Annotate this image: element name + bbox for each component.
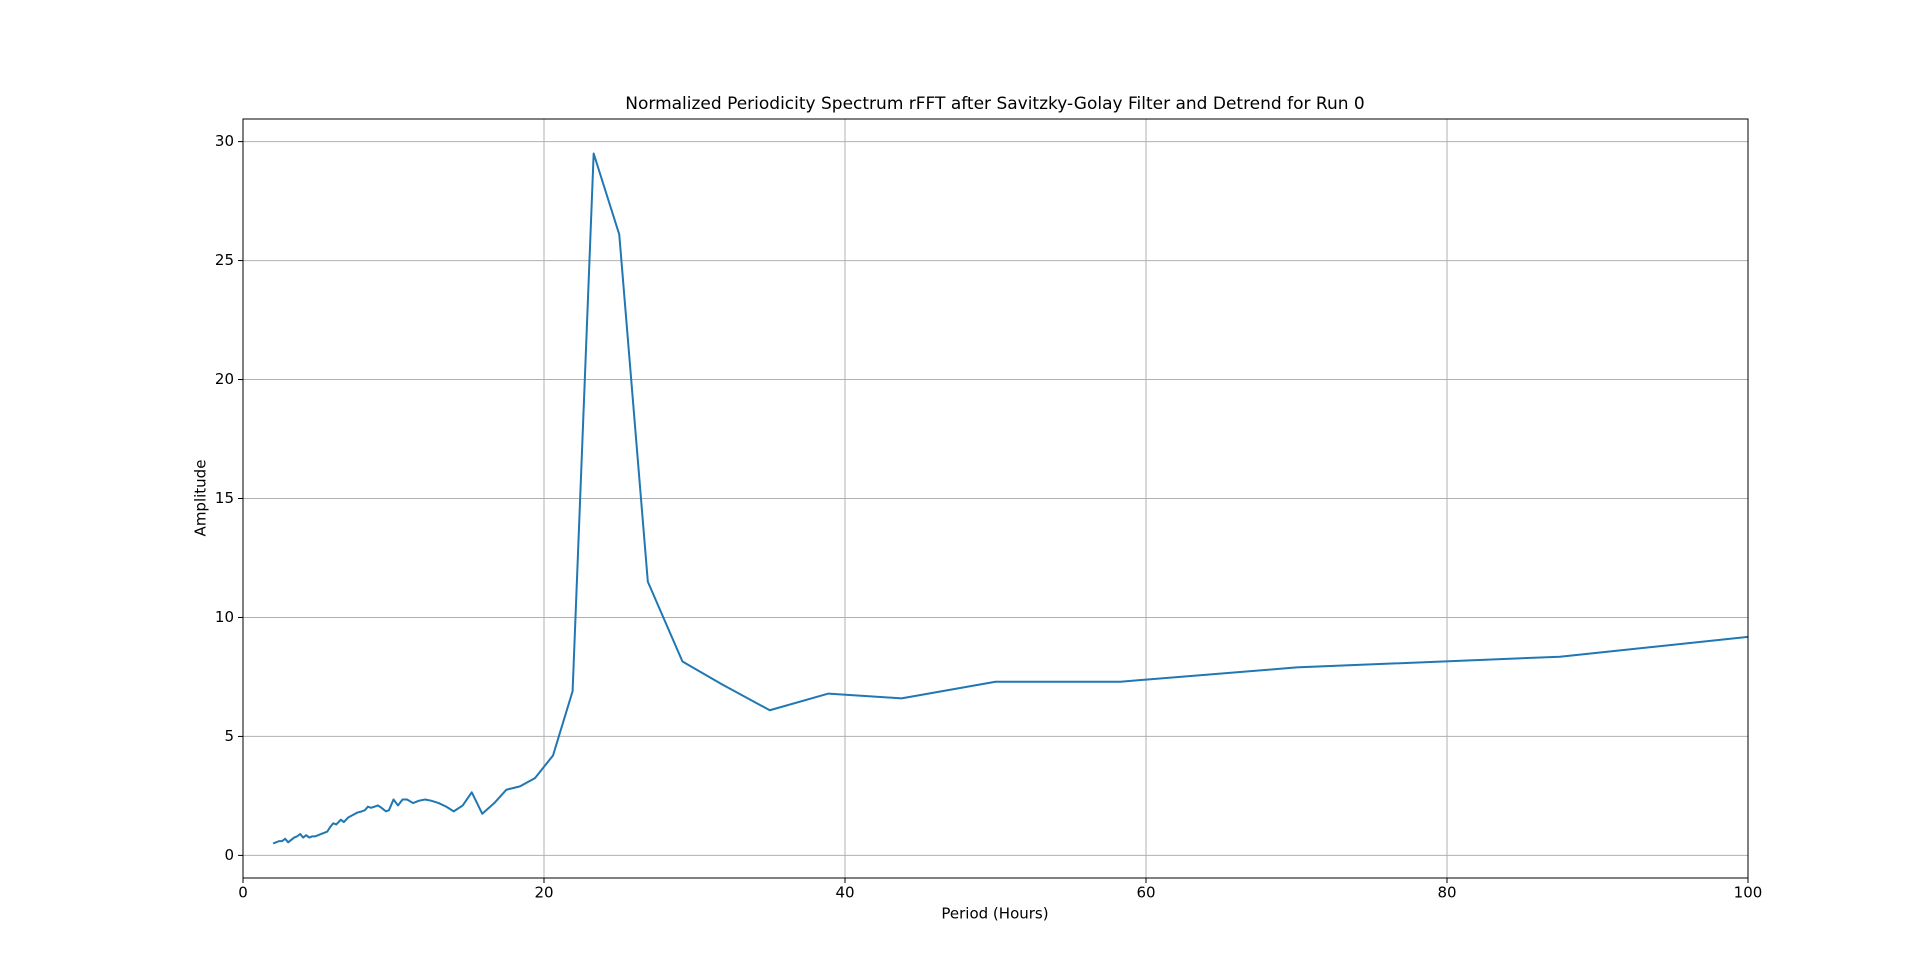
y-tick-label: 15 [215, 489, 234, 507]
y-tick-label: 0 [224, 846, 234, 864]
x-axis-label: Period (Hours) [941, 905, 1048, 923]
y-tick-label: 5 [224, 727, 234, 745]
x-tick-label: 40 [835, 884, 854, 902]
y-tick-label: 30 [215, 132, 234, 150]
y-tick-label: 25 [215, 251, 234, 269]
x-tick-label: 60 [1136, 884, 1155, 902]
chart-title: Normalized Periodicity Spectrum rFFT aft… [625, 94, 1364, 114]
plot-frame [242, 118, 1749, 879]
x-tick-label: 20 [534, 884, 553, 902]
y-axis-label: Amplitude [192, 460, 210, 537]
y-tick-label: 10 [215, 608, 234, 626]
data-line [272, 152, 1748, 845]
y-tick-label: 20 [215, 370, 234, 388]
x-tick-label: 100 [1734, 884, 1763, 902]
x-tick-label: 0 [238, 884, 248, 902]
x-tick-label: 80 [1437, 884, 1456, 902]
